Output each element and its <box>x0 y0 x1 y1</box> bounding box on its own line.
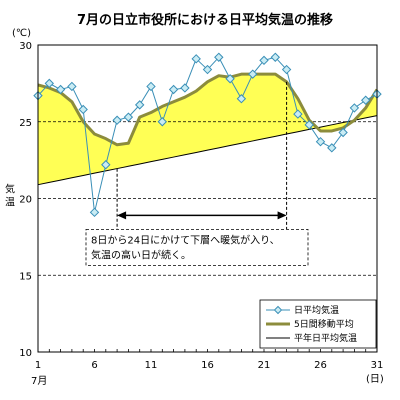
data-point <box>259 55 269 66</box>
x-tick-label: 26 <box>314 360 327 371</box>
data-point <box>168 84 179 95</box>
fill-area <box>38 74 377 185</box>
data-point <box>67 81 77 92</box>
x-month-label: 7月 <box>31 375 47 387</box>
x-tick-label: 6 <box>91 360 97 371</box>
annotation-arrowhead-left <box>117 211 127 220</box>
data-point <box>146 81 156 92</box>
data-point <box>134 100 145 110</box>
legend-item-moving-average-label: 5日間移動平均 <box>294 318 354 330</box>
data-point <box>202 64 213 75</box>
legend-item-normal-label: 平年日平均気温 <box>294 332 357 344</box>
annotation-text-line1: 8日から24日にかけて下層へ暖気が入り、 <box>91 233 280 246</box>
y-tick-label: 30 <box>19 41 32 52</box>
annotation-box <box>85 228 309 266</box>
legend-marker <box>273 305 283 315</box>
x-tick-label: 1 <box>35 360 41 371</box>
data-point <box>157 117 168 127</box>
y-tick-label: 10 <box>19 348 32 359</box>
chart-title: 7月の日立市役所における日平均気温の推移 <box>77 12 333 28</box>
annotation: 気温 8日から24日にかけて下層へ暖気が入り、気温の高い日が続く。 <box>5 81 309 266</box>
data-point <box>360 95 371 105</box>
x-tick-label: 16 <box>201 360 214 371</box>
y-axis-label-char: 気 <box>5 183 15 196</box>
data-point <box>349 103 360 113</box>
y-unit-label: (℃) <box>12 28 31 39</box>
data-point <box>304 120 314 130</box>
data-point <box>236 94 247 104</box>
data-point <box>101 160 111 170</box>
data-point <box>123 112 134 122</box>
x-unit-label: (日) <box>366 374 384 385</box>
data-point <box>44 78 55 89</box>
data-point <box>191 54 201 64</box>
data-point <box>270 52 281 62</box>
data-point <box>112 115 122 125</box>
data-point <box>180 83 190 93</box>
x-tick-label: 21 <box>258 360 271 371</box>
data-point <box>247 69 258 79</box>
data-point <box>315 136 326 147</box>
legend-item-daily-label: 日平均気温 <box>294 304 339 316</box>
x-tick-label: 11 <box>145 360 158 371</box>
data-point <box>281 64 292 75</box>
series-line-normal <box>37 115 378 186</box>
annotation-text-line2: 気温の高い日が続く。 <box>91 248 191 261</box>
data-point <box>78 104 88 115</box>
y-tick-label: 15 <box>19 271 32 282</box>
x-tick-label: 31 <box>371 360 384 371</box>
data-point <box>55 84 66 95</box>
y-tick-label: 20 <box>19 195 32 206</box>
data-point <box>89 207 100 218</box>
y-axis-label-char: 温 <box>5 197 15 209</box>
data-point <box>225 74 235 84</box>
data-point <box>338 127 348 138</box>
plot-frame <box>37 44 378 353</box>
data-point <box>327 143 337 153</box>
annotation-arrowhead-right <box>277 211 287 220</box>
y-tick-label: 25 <box>19 118 32 129</box>
data-point <box>293 109 303 119</box>
series-line-moving-average <box>37 72 379 147</box>
data-point <box>214 52 224 62</box>
